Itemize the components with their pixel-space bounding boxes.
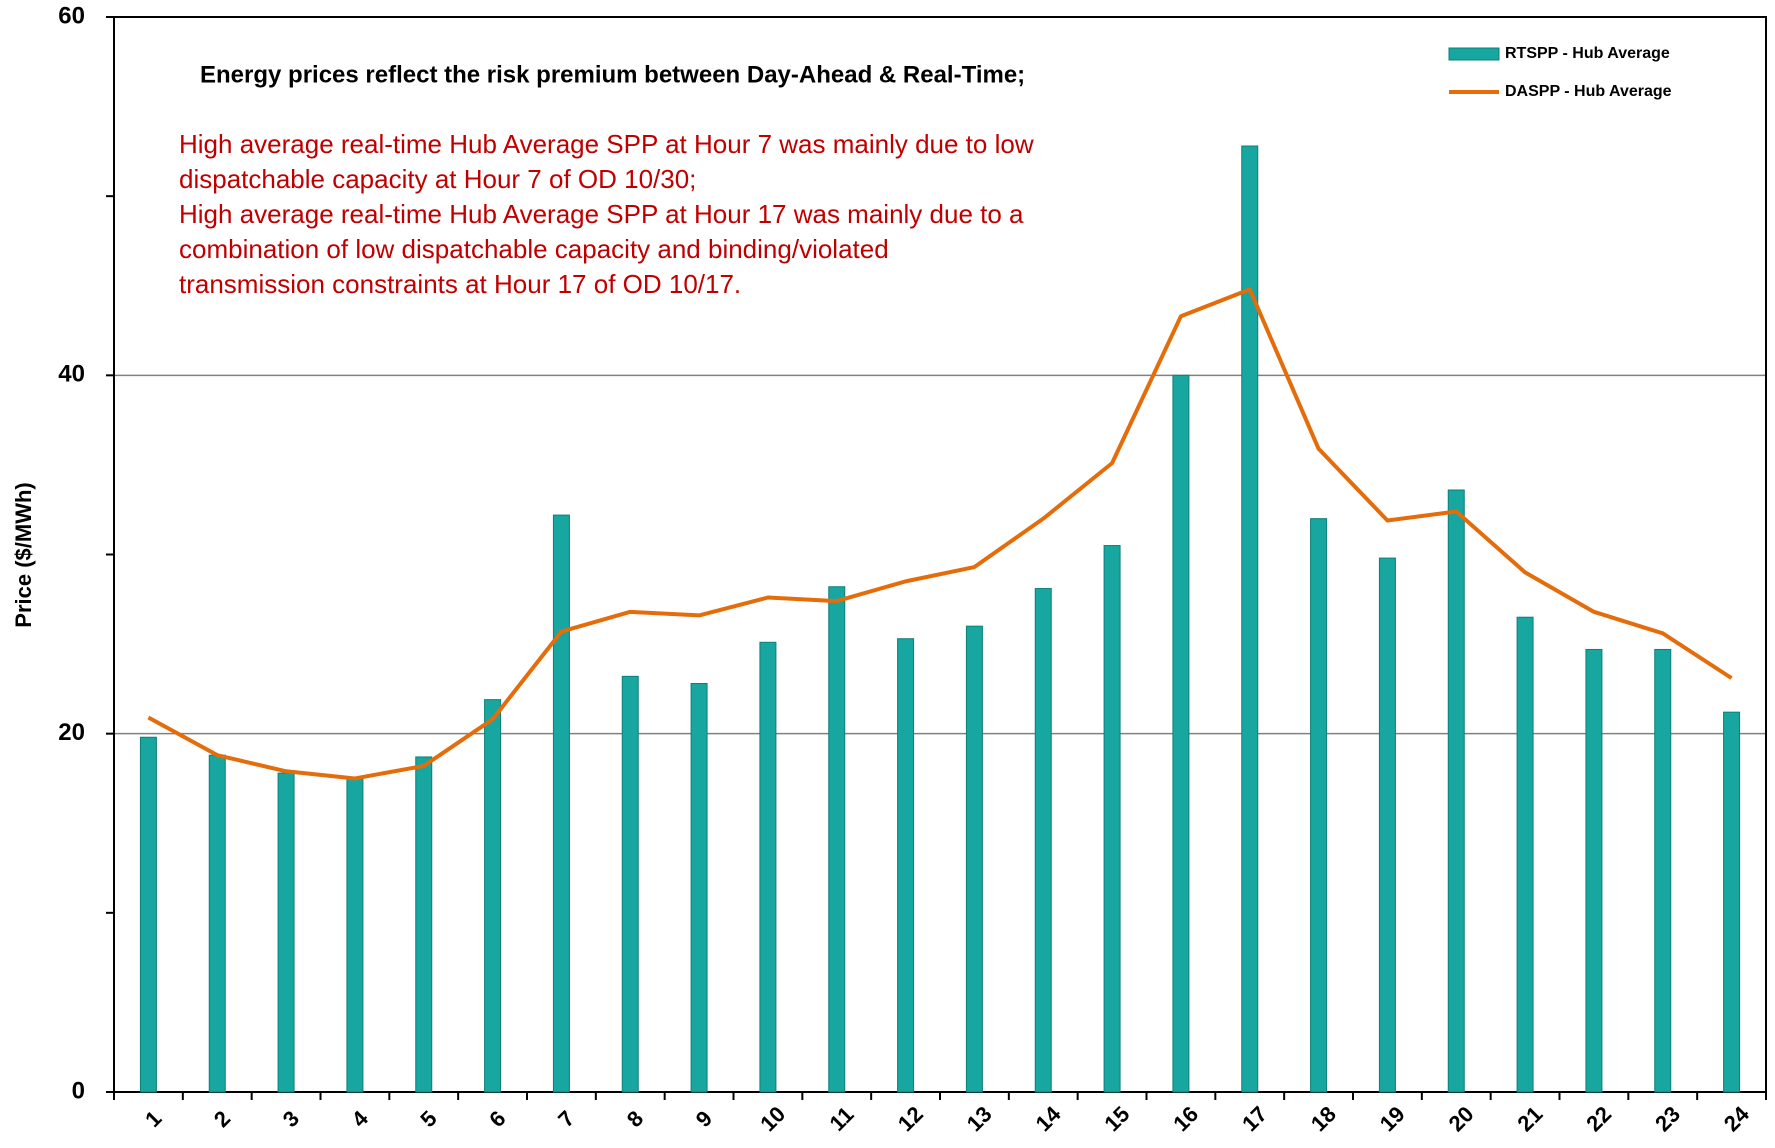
legend-label: RTSPP - Hub Average <box>1505 45 1670 62</box>
x-tick-label: 15 <box>1099 1101 1134 1136</box>
x-tick-label: 4 <box>347 1105 374 1132</box>
bar <box>1654 648 1672 1093</box>
x-tick-label: 19 <box>1375 1101 1410 1136</box>
bar <box>897 638 915 1093</box>
x-tick-label: 3 <box>278 1106 304 1132</box>
y-tick-label: 20 <box>58 719 85 746</box>
bar <box>1516 616 1534 1093</box>
bar <box>1447 489 1465 1093</box>
bar <box>759 641 777 1093</box>
x-tick-label: 24 <box>1719 1101 1755 1137</box>
legend-swatch <box>1448 47 1500 61</box>
bar <box>690 683 708 1093</box>
x-tick-label: 10 <box>755 1101 790 1136</box>
x-tick-label: 5 <box>415 1106 441 1132</box>
x-tick-label: 8 <box>622 1106 648 1132</box>
x-tick-label: 11 <box>824 1102 858 1136</box>
bar <box>277 772 295 1093</box>
x-tick-label: 17 <box>1237 1101 1272 1136</box>
x-tick-label: 14 <box>1031 1101 1067 1137</box>
bar <box>1310 518 1328 1093</box>
bar <box>828 586 846 1093</box>
y-axis-label: Price ($/MWh) <box>11 482 36 627</box>
y-tick-label: 0 <box>72 1077 85 1104</box>
bar <box>1103 545 1121 1093</box>
x-tick-label: 6 <box>484 1106 510 1132</box>
x-tick-label: 21 <box>1512 1101 1547 1136</box>
bar <box>621 675 639 1093</box>
bar <box>1585 648 1603 1093</box>
y-tick-label: 60 <box>58 2 85 29</box>
bar <box>139 736 157 1093</box>
bar <box>208 754 226 1093</box>
x-tick-label: 12 <box>893 1101 928 1136</box>
bar <box>415 756 433 1093</box>
x-tick-label: 9 <box>691 1106 717 1132</box>
chart-title: Energy prices reflect the risk premium b… <box>200 61 1025 88</box>
x-tick-label: 20 <box>1444 1101 1479 1136</box>
y-tick-label: 40 <box>58 361 85 388</box>
annotation: High average real-time Hub Average SPP a… <box>179 199 1024 229</box>
legend-label: DASPP - Hub Average <box>1505 83 1672 100</box>
x-tick-label: 13 <box>962 1101 997 1136</box>
bar <box>1241 145 1259 1093</box>
bar <box>1034 588 1052 1093</box>
bar <box>965 625 983 1093</box>
x-tick-label: 18 <box>1306 1101 1341 1136</box>
bar <box>484 699 502 1093</box>
bar <box>1378 557 1396 1093</box>
annotation: transmission constraints at Hour 17 of O… <box>179 269 741 299</box>
x-tick-label: 1 <box>140 1106 166 1132</box>
annotation: dispatchable capacity at Hour 7 of OD 10… <box>179 164 696 194</box>
x-tick-label: 7 <box>553 1106 579 1132</box>
line <box>147 287 1733 781</box>
x-tick-label: 16 <box>1168 1101 1203 1136</box>
x-tick-label: 22 <box>1581 1101 1616 1136</box>
annotation: combination of low dispatchable capacity… <box>179 234 889 264</box>
bar <box>346 777 364 1093</box>
x-tick-label: 2 <box>209 1106 235 1132</box>
bar <box>1723 711 1741 1093</box>
bar <box>552 514 570 1093</box>
annotation: High average real-time Hub Average SPP a… <box>179 129 1034 159</box>
bar <box>1172 374 1190 1093</box>
x-tick-label: 23 <box>1650 1101 1685 1136</box>
